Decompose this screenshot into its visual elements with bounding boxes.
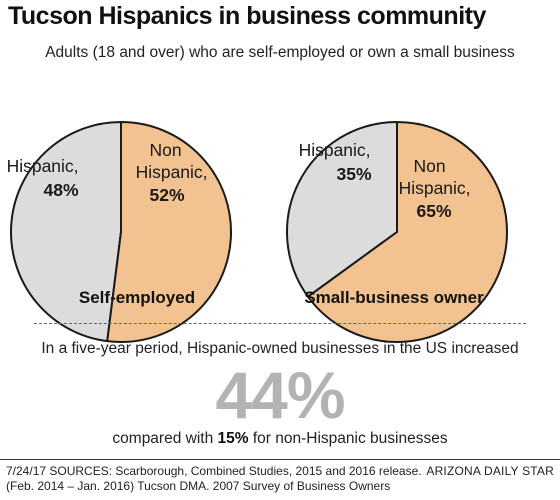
pie-slice-hispanic — [286, 121, 398, 298]
compare-suffix: for non-Hispanic businesses — [248, 430, 448, 447]
dashed-divider — [34, 323, 526, 324]
sources-line-1: 7/24/17 SOURCES: Scarborough, Combined S… — [6, 464, 422, 478]
hispanic-label: Hispanic, 48% — [7, 156, 84, 200]
pie-slice-non-hispanic — [106, 121, 232, 343]
chart-title: Tucson Hispanics in business community — [8, 2, 486, 30]
stat-intro-text: In a five-year period, Hispanic-owned bu… — [41, 340, 519, 357]
hispanic-label-line1: Hispanic, — [299, 140, 371, 160]
non-hispanic-label-line2: Hispanic, — [399, 178, 471, 198]
hispanic-value-label: 48% — [43, 180, 78, 200]
sources-note: 7/24/17 SOURCES: Scarborough, Combined S… — [6, 464, 426, 493]
sources-line-2: (Feb. 2014 – Jan. 2016) Tucson DMA. 2007… — [6, 478, 391, 493]
stat-compare-text: compared with 15% for non-Hispanic busin… — [0, 430, 560, 448]
non-hispanic-label: Non Hispanic, 52% — [136, 140, 213, 205]
non-hispanic-value-label: 52% — [149, 185, 184, 205]
footer-rule — [0, 459, 560, 460]
pie-chart-small-business-owner: Hispanic, 35% Non Hispanic, 65% — [277, 112, 517, 352]
non-hispanic-label-line1: Non — [414, 156, 446, 176]
big-stat-value: 44% — [215, 358, 345, 432]
credit-line: ARIZONA DAILY STAR — [426, 464, 554, 478]
hispanic-value-label: 35% — [336, 164, 371, 184]
chart-subtitle: Adults (18 and over) who are self-employ… — [45, 44, 515, 61]
caption-small-business-owner: Small-business owner — [304, 288, 484, 307]
hispanic-label: Hispanic, 35% — [299, 140, 376, 184]
non-hispanic-label-line1: Non — [150, 140, 182, 160]
pie-slice-hispanic — [10, 121, 122, 343]
pie-chart-self-employed: Hispanic, 48% Non Hispanic, 52% — [1, 112, 241, 352]
pie-slice-non-hispanic — [307, 121, 508, 343]
compare-prefix: compared with — [112, 430, 218, 447]
non-hispanic-value-label: 65% — [416, 201, 451, 221]
caption-self-employed: Self-employed — [78, 288, 196, 307]
non-hispanic-label: Non Hispanic, 65% — [399, 156, 476, 221]
hispanic-label-line1: Hispanic, — [7, 156, 79, 176]
non-hispanic-label-line2: Hispanic, — [136, 162, 208, 182]
pie-svg-small-business-owner: Hispanic, 35% Non Hispanic, 65% — [286, 121, 508, 343]
pie-svg-self-employed: Hispanic, 48% Non Hispanic, 52% — [7, 121, 232, 343]
compare-value: 15% — [217, 430, 249, 447]
